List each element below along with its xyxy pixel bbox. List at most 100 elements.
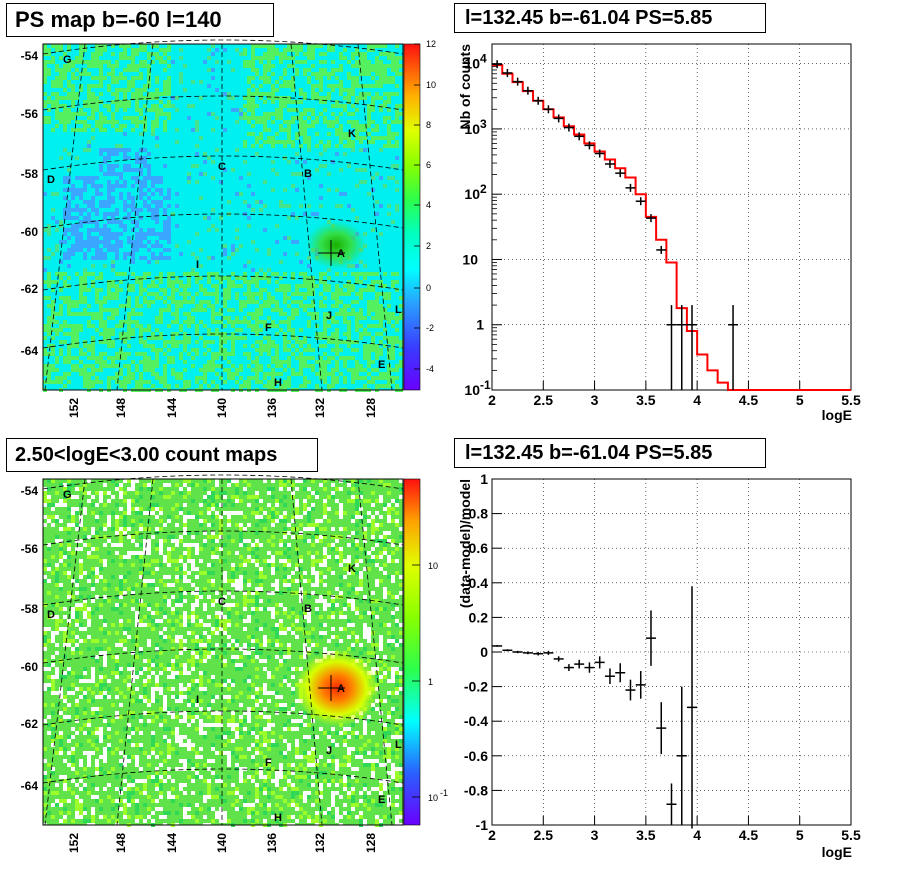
- map1-title-text: PS map b=-60 l=140: [15, 7, 222, 32]
- ps-map-grid: [42, 39, 404, 391]
- residual-plot: 2 2.5 3 3.5 4 4.5 5 5.5 1 0.8 0.6 0.4 0.2 0 -0.2 -0.4 -0…: [457, 471, 861, 860]
- colorbar1-tick-label: 6: [426, 160, 431, 170]
- spec2-title: l=132.45 b=-61.04 PS=5.85: [454, 438, 766, 468]
- colorbar1-tick-label: 0: [426, 283, 431, 293]
- lon-tick-label: 132: [313, 398, 327, 418]
- spectrum-y-tick-exponent: 3: [480, 117, 487, 131]
- residual-point: [533, 652, 544, 656]
- colorbar1-tick-label: 2: [426, 241, 431, 251]
- residual-point: [563, 664, 574, 672]
- lon-tick-label: 140: [215, 398, 229, 418]
- residual-point: [522, 651, 533, 655]
- lon-tick-label: 132: [313, 833, 327, 853]
- spectrum-data-point: [584, 141, 595, 150]
- spectrum-x-tick-label: 5: [796, 392, 804, 408]
- residual-axes: 2 2.5 3 3.5 4 4.5 5 5.5 1 0.8 0.6 0.4 0.2 0 -0.2 -0.4 -0…: [464, 471, 861, 843]
- residual-point: [687, 586, 698, 829]
- colorbar1-tick-label: 4: [426, 200, 431, 210]
- residual-y-tick-label: 1: [480, 471, 488, 487]
- lon-tick-label: 144: [165, 398, 179, 418]
- ps-map-lat-ticks: -54 -56 -58 -60 -62 -64: [21, 49, 39, 358]
- colorbar1-tick-label: -4: [426, 364, 434, 374]
- lat-tick-label: -58: [21, 167, 39, 181]
- residual-x-tick-label: 2.5: [534, 827, 554, 843]
- count-map-lat-ticks: -54 -56 -58 -60 -62 -64: [21, 484, 39, 793]
- residual-grid: [492, 479, 851, 825]
- residual-x-tick-label: 2: [488, 827, 496, 843]
- spectrum-data-point: [656, 245, 667, 254]
- residual-point: [676, 686, 687, 825]
- residual-point: [512, 650, 523, 654]
- colorbar1-tick-label: 10: [426, 80, 436, 90]
- spectrum-y-tick-label: 10: [464, 382, 480, 398]
- lon-tick-label: 152: [67, 833, 81, 853]
- colorbar1-tick-label: 12: [426, 39, 436, 49]
- residual-y-tick-label: -0.6: [464, 748, 488, 764]
- spec2-title-text: l=132.45 b=-61.04 PS=5.85: [465, 442, 713, 464]
- spectrum-data-point: [635, 197, 646, 206]
- residual-x-tick-label: 5.5: [841, 827, 861, 843]
- source-label-g: G: [63, 489, 72, 501]
- spectrum-y-tick-exponent: 4: [480, 52, 487, 66]
- count-map: -54 -56 -58 -60 -62 -64 152 148 144 140 136 132 128…: [21, 474, 448, 853]
- source-label-a: A: [337, 683, 345, 695]
- lat-tick-label: -56: [21, 542, 39, 556]
- spectrum-x-tick-label: 2.5: [534, 392, 554, 408]
- spectrum-y-tick-label: 1: [476, 317, 484, 333]
- source-label-j: J: [326, 745, 332, 757]
- lat-tick-label: -64: [21, 344, 39, 358]
- lon-tick-label: 128: [364, 398, 378, 418]
- source-label-i: I: [196, 694, 199, 706]
- spectrum-y-tick-label: 10: [464, 121, 480, 137]
- ps-map-cross-marker: [318, 240, 345, 266]
- spectrum-data-point: [687, 305, 698, 390]
- lon-tick-label: 148: [114, 833, 128, 853]
- lon-tick-label: 136: [265, 833, 279, 853]
- residual-y-tick-label: 0.6: [469, 540, 489, 556]
- count-map-frame: [42, 478, 404, 826]
- count-map-pixels: [43, 479, 403, 827]
- colorbar2-tick-exponent: -1: [440, 788, 448, 798]
- residual-y-tick-label: 0.8: [469, 506, 489, 522]
- spectrum-data-point: [604, 160, 615, 169]
- lon-tick-label: 144: [165, 833, 179, 853]
- residual-frame: [491, 478, 852, 826]
- residual-point: [574, 659, 585, 669]
- spectrum-ylabel: Nb of counts: [457, 44, 473, 130]
- residual-point: [645, 610, 656, 666]
- spectrum-x-tick-label: 4: [693, 392, 701, 408]
- source-label-b: B: [304, 168, 312, 180]
- spectrum-data-point: [522, 86, 533, 95]
- spectrum-data-point: [594, 149, 605, 158]
- count-map-cross-marker: [318, 675, 345, 701]
- spectrum-data-point: [492, 60, 503, 69]
- ps-map-colorbar: [404, 44, 420, 390]
- residual-point: [604, 668, 615, 685]
- lon-tick-label: 140: [215, 833, 229, 853]
- lon-tick-label: 128: [364, 833, 378, 853]
- spectrum-data-points: [492, 60, 739, 390]
- residual-y-tick-label: 0.4: [469, 575, 489, 591]
- residual-point: [502, 649, 513, 652]
- residual-y-tick-label: -0.4: [464, 713, 488, 729]
- lat-tick-label: -58: [21, 602, 39, 616]
- source-label-l: L: [395, 304, 402, 316]
- source-label-h: H: [274, 812, 282, 824]
- colorbar2-tick-label: 1: [428, 677, 433, 687]
- map2-title-text: 2.50<logE<3.00 count maps: [15, 444, 278, 466]
- colorbar2-tick-label: 10: [428, 561, 438, 571]
- source-label-j: J: [326, 310, 332, 322]
- residual-y-tick-label: 0: [480, 644, 488, 660]
- spectrum-x-tick-label: 5.5: [841, 392, 861, 408]
- source-label-e: E: [378, 794, 385, 806]
- spec1-title: l=132.45 b=-61.04 PS=5.85: [454, 3, 766, 33]
- lat-tick-label: -62: [21, 282, 39, 296]
- lat-tick-label: -54: [21, 49, 39, 63]
- ps-map: -54-56-58-60-62-64 152 148 144 140 136 132 128…: [21, 39, 436, 418]
- spectrum-x-tick-label: 2: [488, 392, 496, 408]
- source-label-i: I: [196, 259, 199, 271]
- source-label-c: C: [218, 161, 226, 173]
